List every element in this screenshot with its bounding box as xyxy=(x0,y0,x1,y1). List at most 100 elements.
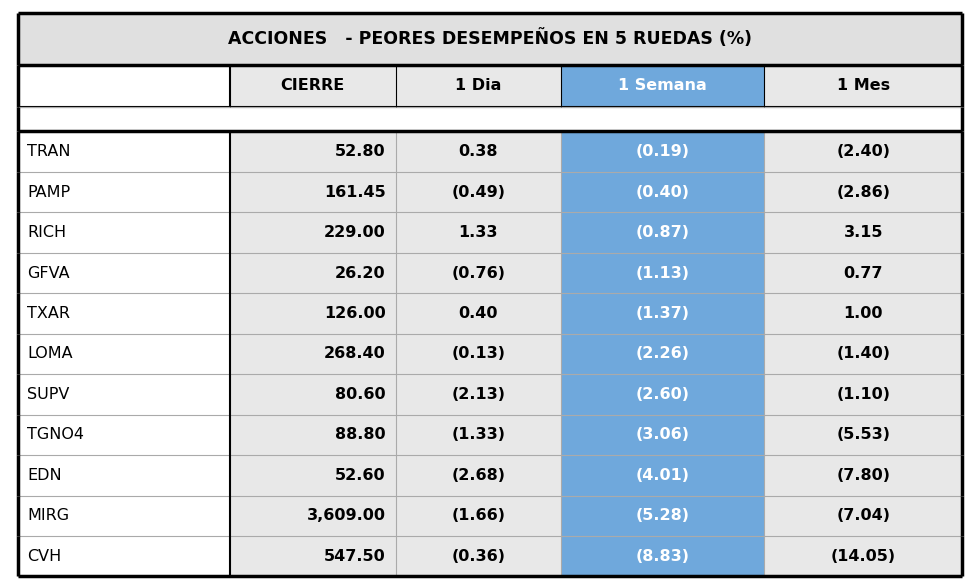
Bar xyxy=(18,334,230,374)
Bar xyxy=(561,65,764,107)
Text: CVH: CVH xyxy=(27,549,62,564)
Bar xyxy=(18,13,962,65)
Text: 0.77: 0.77 xyxy=(844,265,883,281)
Bar xyxy=(230,172,396,212)
Bar xyxy=(18,536,230,576)
Bar xyxy=(18,374,230,414)
Text: CIERRE: CIERRE xyxy=(280,78,345,93)
Text: 0.40: 0.40 xyxy=(459,306,498,321)
Text: (0.40): (0.40) xyxy=(635,185,689,200)
Bar xyxy=(764,495,962,536)
Bar xyxy=(561,107,764,131)
Text: MIRG: MIRG xyxy=(27,508,70,523)
Text: (5.28): (5.28) xyxy=(635,508,689,523)
Bar xyxy=(230,334,396,374)
Bar xyxy=(396,414,561,455)
Bar xyxy=(764,374,962,414)
Bar xyxy=(561,212,764,253)
Bar xyxy=(18,455,230,495)
Bar xyxy=(764,172,962,212)
Bar xyxy=(18,131,230,172)
Bar xyxy=(230,65,396,107)
Text: 268.40: 268.40 xyxy=(324,346,386,362)
Text: (1.40): (1.40) xyxy=(836,346,890,362)
Text: 3,609.00: 3,609.00 xyxy=(307,508,386,523)
Text: GFVA: GFVA xyxy=(27,265,70,281)
Bar xyxy=(396,172,561,212)
Text: (7.04): (7.04) xyxy=(836,508,890,523)
Bar xyxy=(561,131,764,172)
Bar xyxy=(18,107,230,131)
Text: 229.00: 229.00 xyxy=(324,225,386,240)
Text: (7.80): (7.80) xyxy=(836,468,890,483)
Bar xyxy=(764,131,962,172)
Bar xyxy=(561,374,764,414)
Bar xyxy=(561,414,764,455)
Text: TGNO4: TGNO4 xyxy=(27,427,84,443)
Bar xyxy=(764,536,962,576)
Text: 88.80: 88.80 xyxy=(335,427,386,443)
Text: LOMA: LOMA xyxy=(27,346,74,362)
Bar xyxy=(396,374,561,414)
Text: (2.40): (2.40) xyxy=(836,144,890,159)
Text: (1.66): (1.66) xyxy=(451,508,506,523)
Text: 1 Semana: 1 Semana xyxy=(618,78,707,93)
Bar xyxy=(764,65,962,107)
Bar xyxy=(764,107,962,131)
Bar xyxy=(230,212,396,253)
Text: 1.33: 1.33 xyxy=(459,225,498,240)
Text: (2.13): (2.13) xyxy=(451,387,506,402)
Text: (0.19): (0.19) xyxy=(635,144,689,159)
Bar xyxy=(230,495,396,536)
Bar xyxy=(18,294,230,334)
Text: SUPV: SUPV xyxy=(27,387,70,402)
Text: 80.60: 80.60 xyxy=(335,387,386,402)
Text: (1.37): (1.37) xyxy=(635,306,689,321)
Text: 1 Mes: 1 Mes xyxy=(837,78,890,93)
Bar xyxy=(230,131,396,172)
Text: (4.01): (4.01) xyxy=(635,468,689,483)
Bar xyxy=(18,253,230,294)
Bar xyxy=(561,495,764,536)
Bar xyxy=(561,294,764,334)
Text: (3.06): (3.06) xyxy=(635,427,689,443)
Text: (8.83): (8.83) xyxy=(635,549,689,564)
Bar xyxy=(18,495,230,536)
Text: 52.60: 52.60 xyxy=(335,468,386,483)
Text: (0.87): (0.87) xyxy=(635,225,689,240)
Text: (1.10): (1.10) xyxy=(836,387,890,402)
Text: (0.49): (0.49) xyxy=(451,185,506,200)
Text: PAMP: PAMP xyxy=(27,185,71,200)
Bar xyxy=(764,253,962,294)
Bar xyxy=(396,212,561,253)
Text: (1.13): (1.13) xyxy=(635,265,689,281)
Text: (0.13): (0.13) xyxy=(451,346,506,362)
Bar xyxy=(561,253,764,294)
Bar xyxy=(230,536,396,576)
Text: (2.60): (2.60) xyxy=(635,387,689,402)
Bar xyxy=(561,172,764,212)
Bar xyxy=(396,253,561,294)
Text: 126.00: 126.00 xyxy=(324,306,386,321)
Bar xyxy=(396,495,561,536)
Bar xyxy=(561,536,764,576)
Bar xyxy=(764,455,962,495)
Bar xyxy=(764,334,962,374)
Text: 1.00: 1.00 xyxy=(844,306,883,321)
Text: 52.80: 52.80 xyxy=(335,144,386,159)
Text: 26.20: 26.20 xyxy=(335,265,386,281)
Bar xyxy=(561,334,764,374)
Bar xyxy=(396,107,561,131)
Bar xyxy=(230,374,396,414)
Bar xyxy=(764,212,962,253)
Bar xyxy=(18,172,230,212)
Bar xyxy=(396,65,561,107)
Bar xyxy=(764,414,962,455)
Text: 0.38: 0.38 xyxy=(459,144,498,159)
Bar xyxy=(396,334,561,374)
Text: RICH: RICH xyxy=(27,225,67,240)
Bar xyxy=(18,212,230,253)
Bar xyxy=(18,65,230,107)
Bar xyxy=(764,294,962,334)
Bar xyxy=(230,107,396,131)
